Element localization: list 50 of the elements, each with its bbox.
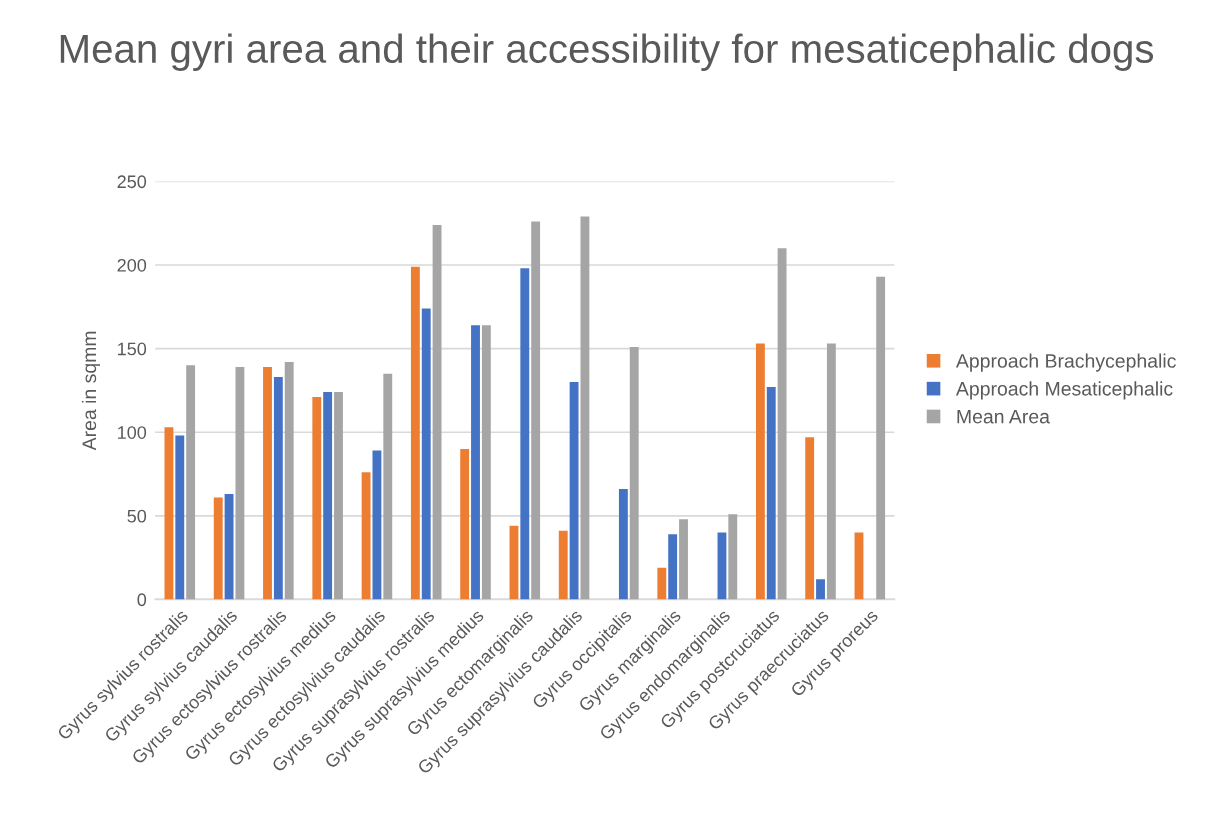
bar (520, 268, 530, 600)
y-tick-label: 200 (117, 258, 147, 272)
bar (224, 494, 234, 600)
bar (471, 325, 480, 600)
y-axis-title: Area in sqmm (81, 331, 101, 451)
y-tick-label: 100 (118, 426, 147, 439)
bar (826, 343, 836, 600)
bar (558, 530, 568, 600)
bar (421, 308, 431, 600)
bar (432, 224, 442, 600)
bar (263, 367, 272, 600)
bar (629, 346, 639, 600)
bar (766, 387, 776, 600)
bar (164, 427, 174, 600)
bar (334, 392, 343, 600)
bar (175, 435, 185, 600)
bar (361, 472, 371, 600)
chart-title: Mean gyri area and their accessibility for mesaticephalic dogs (60, 33, 1154, 71)
bar (460, 448, 470, 600)
legend-label: Approach Brachycephalic (955, 353, 1176, 372)
y-tick-label: 250 (117, 175, 147, 189)
bar (383, 373, 393, 600)
bar (284, 361, 294, 600)
bar (372, 450, 382, 600)
bar (186, 365, 196, 600)
bar (323, 392, 333, 600)
bar (481, 325, 491, 600)
bar (531, 221, 541, 600)
bar (312, 397, 322, 600)
bar (755, 343, 765, 600)
bar (777, 248, 787, 600)
bar (668, 534, 678, 600)
bar (728, 514, 738, 600)
legend-label: Mean Area (957, 409, 1050, 424)
bar (657, 567, 667, 600)
bar (679, 519, 688, 600)
bar (273, 377, 283, 600)
y-tick-label: 50 (127, 509, 147, 523)
bar (816, 579, 825, 600)
bar (618, 489, 628, 600)
bar (876, 276, 886, 600)
legend-label: Approach Mesaticephalic (955, 381, 1173, 400)
bar (569, 382, 579, 600)
y-tick-label: 0 (137, 593, 147, 607)
bar (805, 437, 815, 600)
bar (580, 216, 590, 600)
bar (235, 367, 245, 600)
y-tick-label: 150 (118, 342, 147, 356)
bar (213, 497, 223, 600)
bar (410, 266, 420, 600)
